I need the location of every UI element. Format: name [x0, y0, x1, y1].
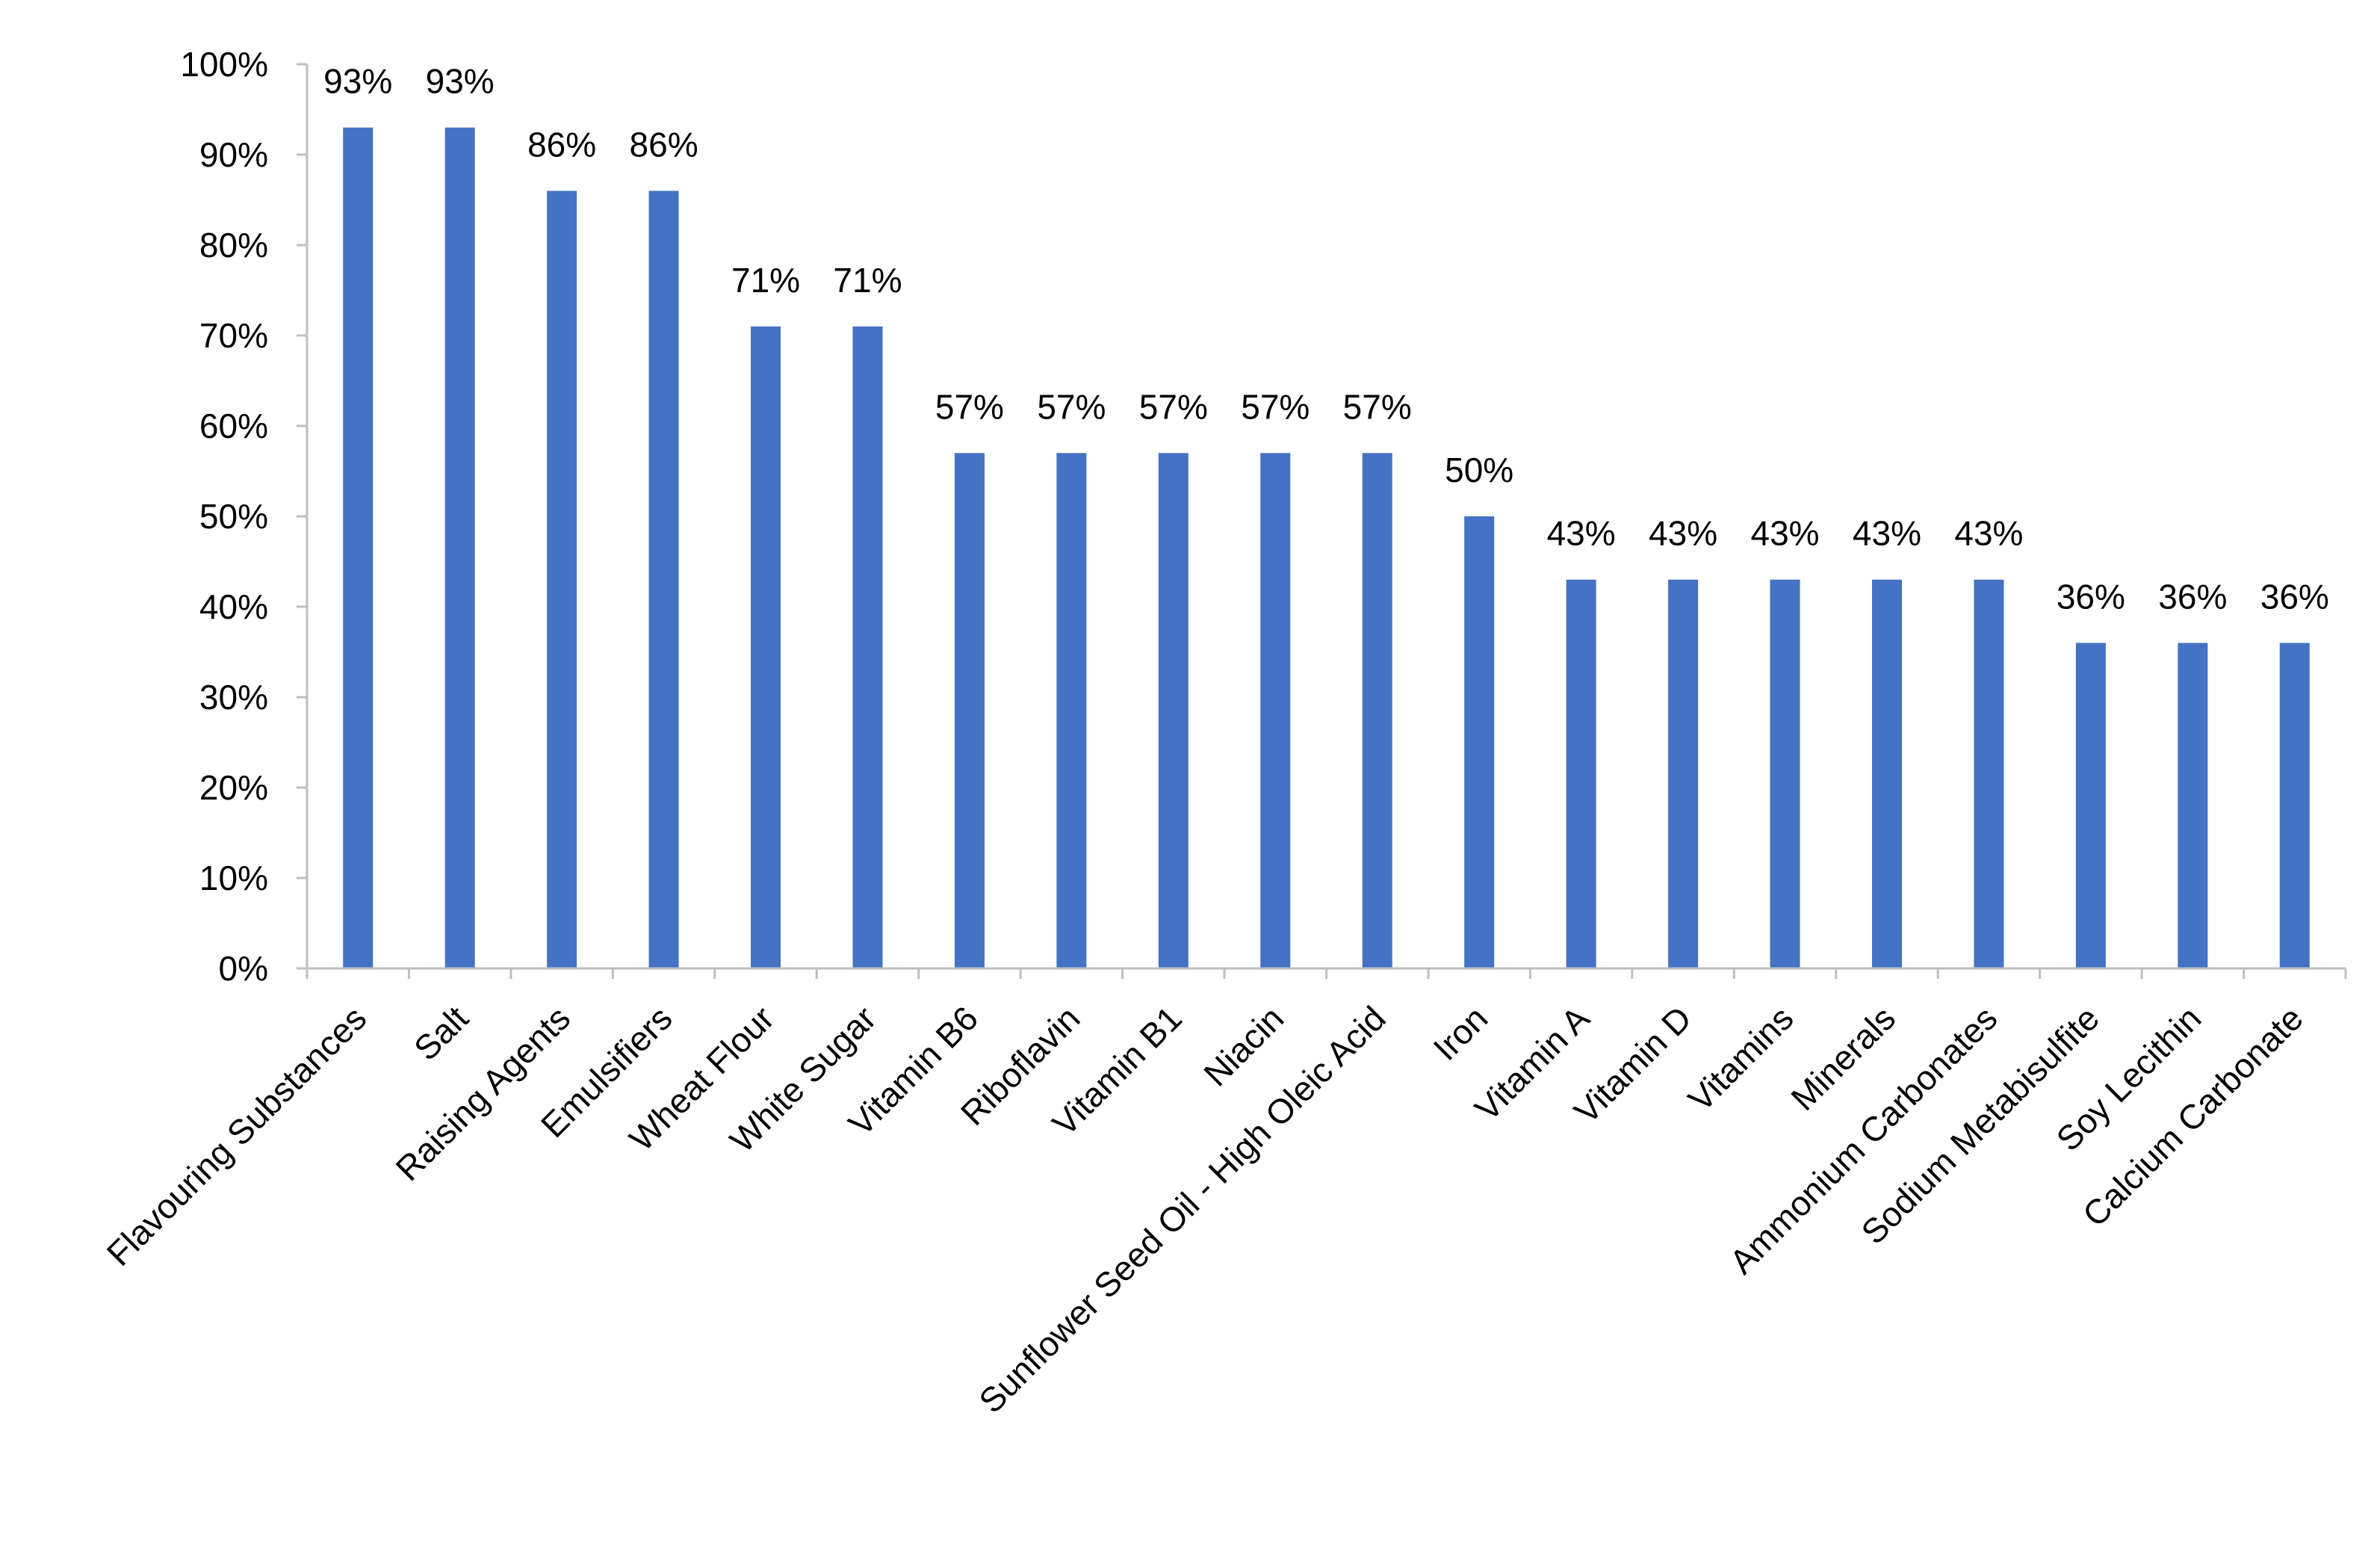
data-labels: 93% 93% 86% 86% 71% 71% 57% 57% 57% 57% 57% 50% 43% 4…	[323, 62, 2329, 616]
bar	[1362, 453, 1392, 968]
bar	[547, 191, 577, 968]
data-label: 43%	[1954, 514, 2023, 553]
data-label: 57%	[935, 387, 1004, 426]
y-tick-label: 100%	[180, 45, 268, 84]
bar	[1770, 579, 1800, 968]
y-tick-label: 30%	[199, 678, 268, 717]
data-label: 93%	[426, 62, 495, 101]
bar	[1871, 579, 1902, 968]
y-tick-label: 10%	[199, 859, 268, 897]
y-axis: 0% 10% 20% 30% 40% 50% 60% 70% 80% 90% 100%	[180, 45, 309, 988]
data-label: 93%	[323, 62, 392, 101]
data-label: 86%	[527, 125, 596, 164]
y-tick-label: 70%	[199, 316, 268, 355]
data-label: 43%	[1853, 514, 1921, 553]
bar	[1974, 579, 2004, 968]
bars	[343, 127, 2310, 969]
data-label: 43%	[1750, 514, 1819, 553]
bar	[343, 127, 374, 969]
bar	[1464, 516, 1495, 968]
bar	[1668, 579, 1699, 968]
bar	[444, 127, 475, 969]
y-tick-label: 80%	[199, 226, 268, 265]
category-label: Raising Agents	[388, 998, 577, 1188]
data-label: 57%	[1343, 387, 1412, 426]
bar	[852, 326, 883, 968]
category-label: Iron	[1425, 998, 1495, 1068]
data-label: 71%	[833, 261, 902, 300]
data-label: 36%	[2158, 577, 2227, 616]
data-label: 57%	[1139, 387, 1208, 426]
bar	[954, 453, 985, 968]
y-tick-label: 0%	[219, 949, 268, 988]
bar	[1056, 453, 1087, 968]
bar	[2178, 643, 2208, 968]
data-label: 43%	[1649, 514, 1717, 553]
category-label: Vitamins	[1681, 998, 1801, 1119]
data-label: 57%	[1037, 387, 1106, 426]
y-tick-label: 20%	[199, 768, 268, 807]
bar	[1260, 453, 1291, 968]
data-label: 36%	[2057, 577, 2125, 616]
data-label: 71%	[731, 261, 800, 300]
data-label: 50%	[1445, 451, 1513, 489]
data-label: 86%	[630, 125, 698, 164]
category-label: Niacin	[1196, 998, 1291, 1093]
y-tick-label: 40%	[199, 587, 268, 626]
y-tick-label: 90%	[199, 135, 268, 174]
data-label: 36%	[2260, 577, 2329, 616]
bar	[2279, 643, 2310, 968]
bar	[2075, 643, 2106, 968]
category-label: Salt	[406, 998, 476, 1068]
category-label: Flavouring Substances	[99, 998, 374, 1273]
y-tick-label: 50%	[199, 497, 268, 536]
bar	[751, 326, 781, 968]
data-label: 57%	[1241, 387, 1310, 426]
bar	[1158, 453, 1189, 968]
data-label: 43%	[1547, 514, 1616, 553]
bar	[1566, 579, 1596, 968]
y-tick-label: 60%	[199, 406, 268, 445]
x-axis	[306, 967, 2347, 979]
bar	[648, 191, 679, 968]
